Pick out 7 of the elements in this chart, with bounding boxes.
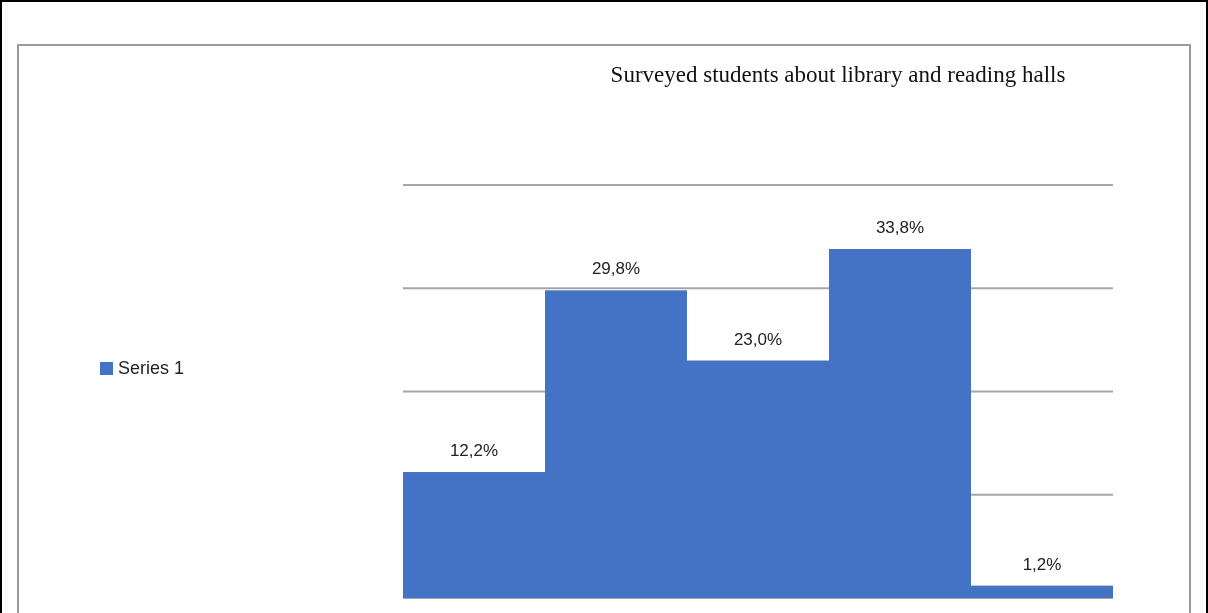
data-label: 12,2%	[449, 441, 499, 461]
data-label: 33,8%	[875, 218, 925, 238]
data-label: 29,8%	[591, 259, 641, 279]
data-label: 1,2%	[1022, 554, 1062, 574]
data-label: 23,0%	[733, 329, 783, 349]
chart-title: Surveyed students about library and reading halls	[610, 62, 1066, 87]
legend-label: Series 1	[118, 358, 185, 378]
